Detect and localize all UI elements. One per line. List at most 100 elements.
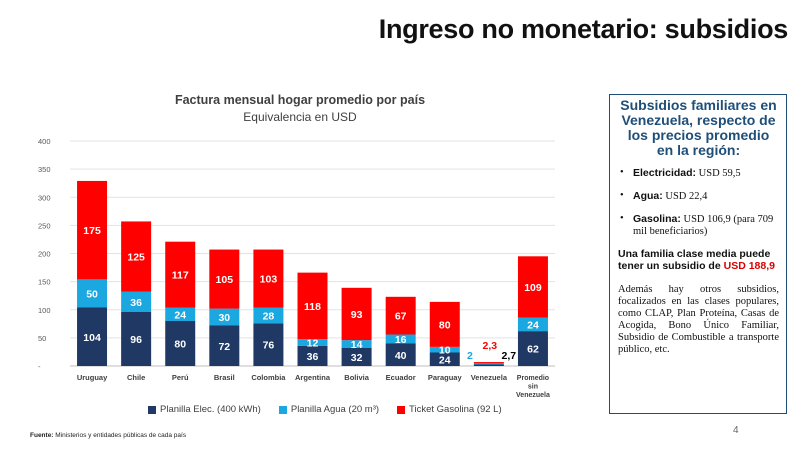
bar-segment [517, 256, 548, 318]
y-tick-label: 200 [38, 250, 51, 259]
data-label: 24 [527, 319, 539, 331]
bar-segment [517, 331, 548, 366]
x-tick-label: Colombia [251, 373, 286, 382]
bar-segment [253, 249, 284, 308]
source-label: Fuente: [30, 432, 54, 439]
y-tick-label: - [38, 362, 41, 371]
x-tick-label: sin [528, 384, 538, 391]
x-tick-label: Venezuela [516, 392, 550, 399]
bar-segment [165, 321, 196, 366]
panel-body-text: Además hay otros subsidios, focalizados … [618, 284, 779, 355]
x-tick-label: Bolivia [344, 373, 369, 382]
bar-segment [385, 296, 416, 335]
data-label: 32 [351, 352, 363, 364]
chart-subtitle: Equivalencia en USD [243, 110, 357, 124]
x-tick-label: Venezuela [471, 373, 508, 382]
data-label: 117 [172, 270, 189, 282]
subsidy-highlight: Una familia clase media puede tener un s… [618, 248, 779, 272]
data-label: 118 [304, 301, 321, 313]
legend-swatch-water [278, 405, 287, 414]
x-tick-label: Promedio [517, 375, 549, 382]
chart-legend: Planilla Elec. (400 kWh) Planilla Agua (… [148, 404, 502, 415]
slide-title: Ingreso no monetario: subsidios [378, 14, 789, 44]
data-label: 40 [395, 350, 407, 362]
x-tick-label: Paraguay [428, 373, 463, 382]
panel-title: Subsidios familiares en Venezuela, respe… [620, 97, 777, 158]
bar-segment [473, 363, 504, 365]
y-tick-label: 150 [38, 278, 51, 287]
bar-segment [121, 221, 152, 292]
legend-label-gasoline: Ticket Gasolina (92 L) [409, 404, 502, 415]
subsidy-item-gasoline: Gasolina: USD 106,9 (para 709 mil benefi… [618, 213, 779, 238]
data-label: 16 [395, 334, 407, 346]
data-label: 30 [218, 312, 230, 324]
bar-segment [429, 346, 460, 353]
subsidy-item-water: Agua: USD 22,4 [618, 190, 779, 203]
data-label: 36 [130, 297, 142, 309]
data-label: 67 [395, 311, 407, 323]
data-label: 2,3 [483, 340, 498, 352]
data-label: 2,7 [502, 350, 517, 362]
bar-segment [473, 362, 504, 364]
data-label: 93 [351, 309, 363, 321]
bar-segment [165, 241, 196, 308]
bar-segment [77, 279, 108, 308]
bar-segment [385, 334, 416, 344]
data-label: 62 [527, 344, 539, 356]
bar-segment [429, 301, 460, 347]
subsidy-value-gasoline: USD 106,9 (para 709 mil beneficiarios) [633, 214, 774, 237]
bar-segment [77, 180, 108, 280]
bar-segment [209, 308, 240, 326]
data-label: 24 [439, 354, 451, 366]
subsidy-value-electricity: USD 59,5 [698, 168, 741, 179]
bar-segment [121, 291, 152, 312]
data-label: 80 [174, 339, 186, 351]
data-label: 72 [218, 341, 230, 353]
bar-segment [165, 307, 196, 321]
y-tick-label: 350 [38, 165, 51, 174]
bar-segment [297, 345, 328, 366]
legend-swatch-gasoline [397, 405, 406, 414]
bar-segment [297, 272, 328, 339]
y-tick-label: 50 [38, 334, 46, 343]
subsidy-value-water: USD 22,4 [665, 191, 708, 202]
bar-segment [121, 312, 152, 366]
data-label: 125 [127, 252, 145, 264]
subsidy-label-gasoline: Gasolina: [633, 213, 681, 225]
source-text: Ministerios y entidades públicas de cada… [55, 432, 187, 439]
y-tick-label: 300 [38, 193, 51, 202]
data-label: 36 [307, 351, 319, 363]
chart-title: Factura mensual hogar promedio por país [175, 93, 425, 107]
data-label: 14 [351, 339, 363, 351]
bar-segment [209, 325, 240, 366]
data-label: 50 [86, 288, 98, 300]
subsidy-info-panel: Subsidios familiares en Venezuela, respe… [609, 94, 787, 414]
x-tick-label: Ecuador [386, 373, 416, 382]
legend-label-electricity: Planilla Elec. (400 kWh) [160, 404, 261, 415]
bar-segment [473, 364, 504, 366]
data-label: 175 [83, 225, 101, 237]
bar-segment [385, 343, 416, 366]
legend-swatch-electricity [148, 405, 156, 414]
data-label: 103 [260, 274, 278, 286]
subsidy-label-electricity: Electricidad: [633, 167, 697, 179]
bar-segment [253, 307, 284, 324]
subsidy-list: Electricidad: USD 59,5 Agua: USD 22,4 Ga… [618, 167, 779, 238]
x-tick-label: Uruguay [77, 373, 108, 382]
data-label: 105 [216, 274, 234, 286]
subsidy-highlight-text: Una familia clase media puede tener un s… [618, 248, 771, 272]
x-tick-label: Argentina [295, 373, 331, 382]
bar-segment [341, 348, 372, 366]
legend-item-water: Planilla Agua (20 m³) [278, 404, 380, 415]
legend-item-gasoline: Ticket Gasolina (92 L) [397, 404, 502, 415]
subsidy-label-water: Agua: [633, 190, 663, 202]
data-label: 12 [307, 337, 319, 349]
legend-item-electricity: Planilla Elec. (400 kWh) [148, 404, 261, 415]
y-tick-label: 400 [38, 137, 51, 146]
data-label: 104 [83, 332, 101, 344]
data-label: 2 [467, 350, 473, 362]
data-label: 109 [524, 282, 542, 294]
data-label: 96 [130, 334, 142, 346]
legend-label-water: Planilla Agua (20 m³) [290, 404, 380, 415]
bar-segment [253, 323, 284, 366]
